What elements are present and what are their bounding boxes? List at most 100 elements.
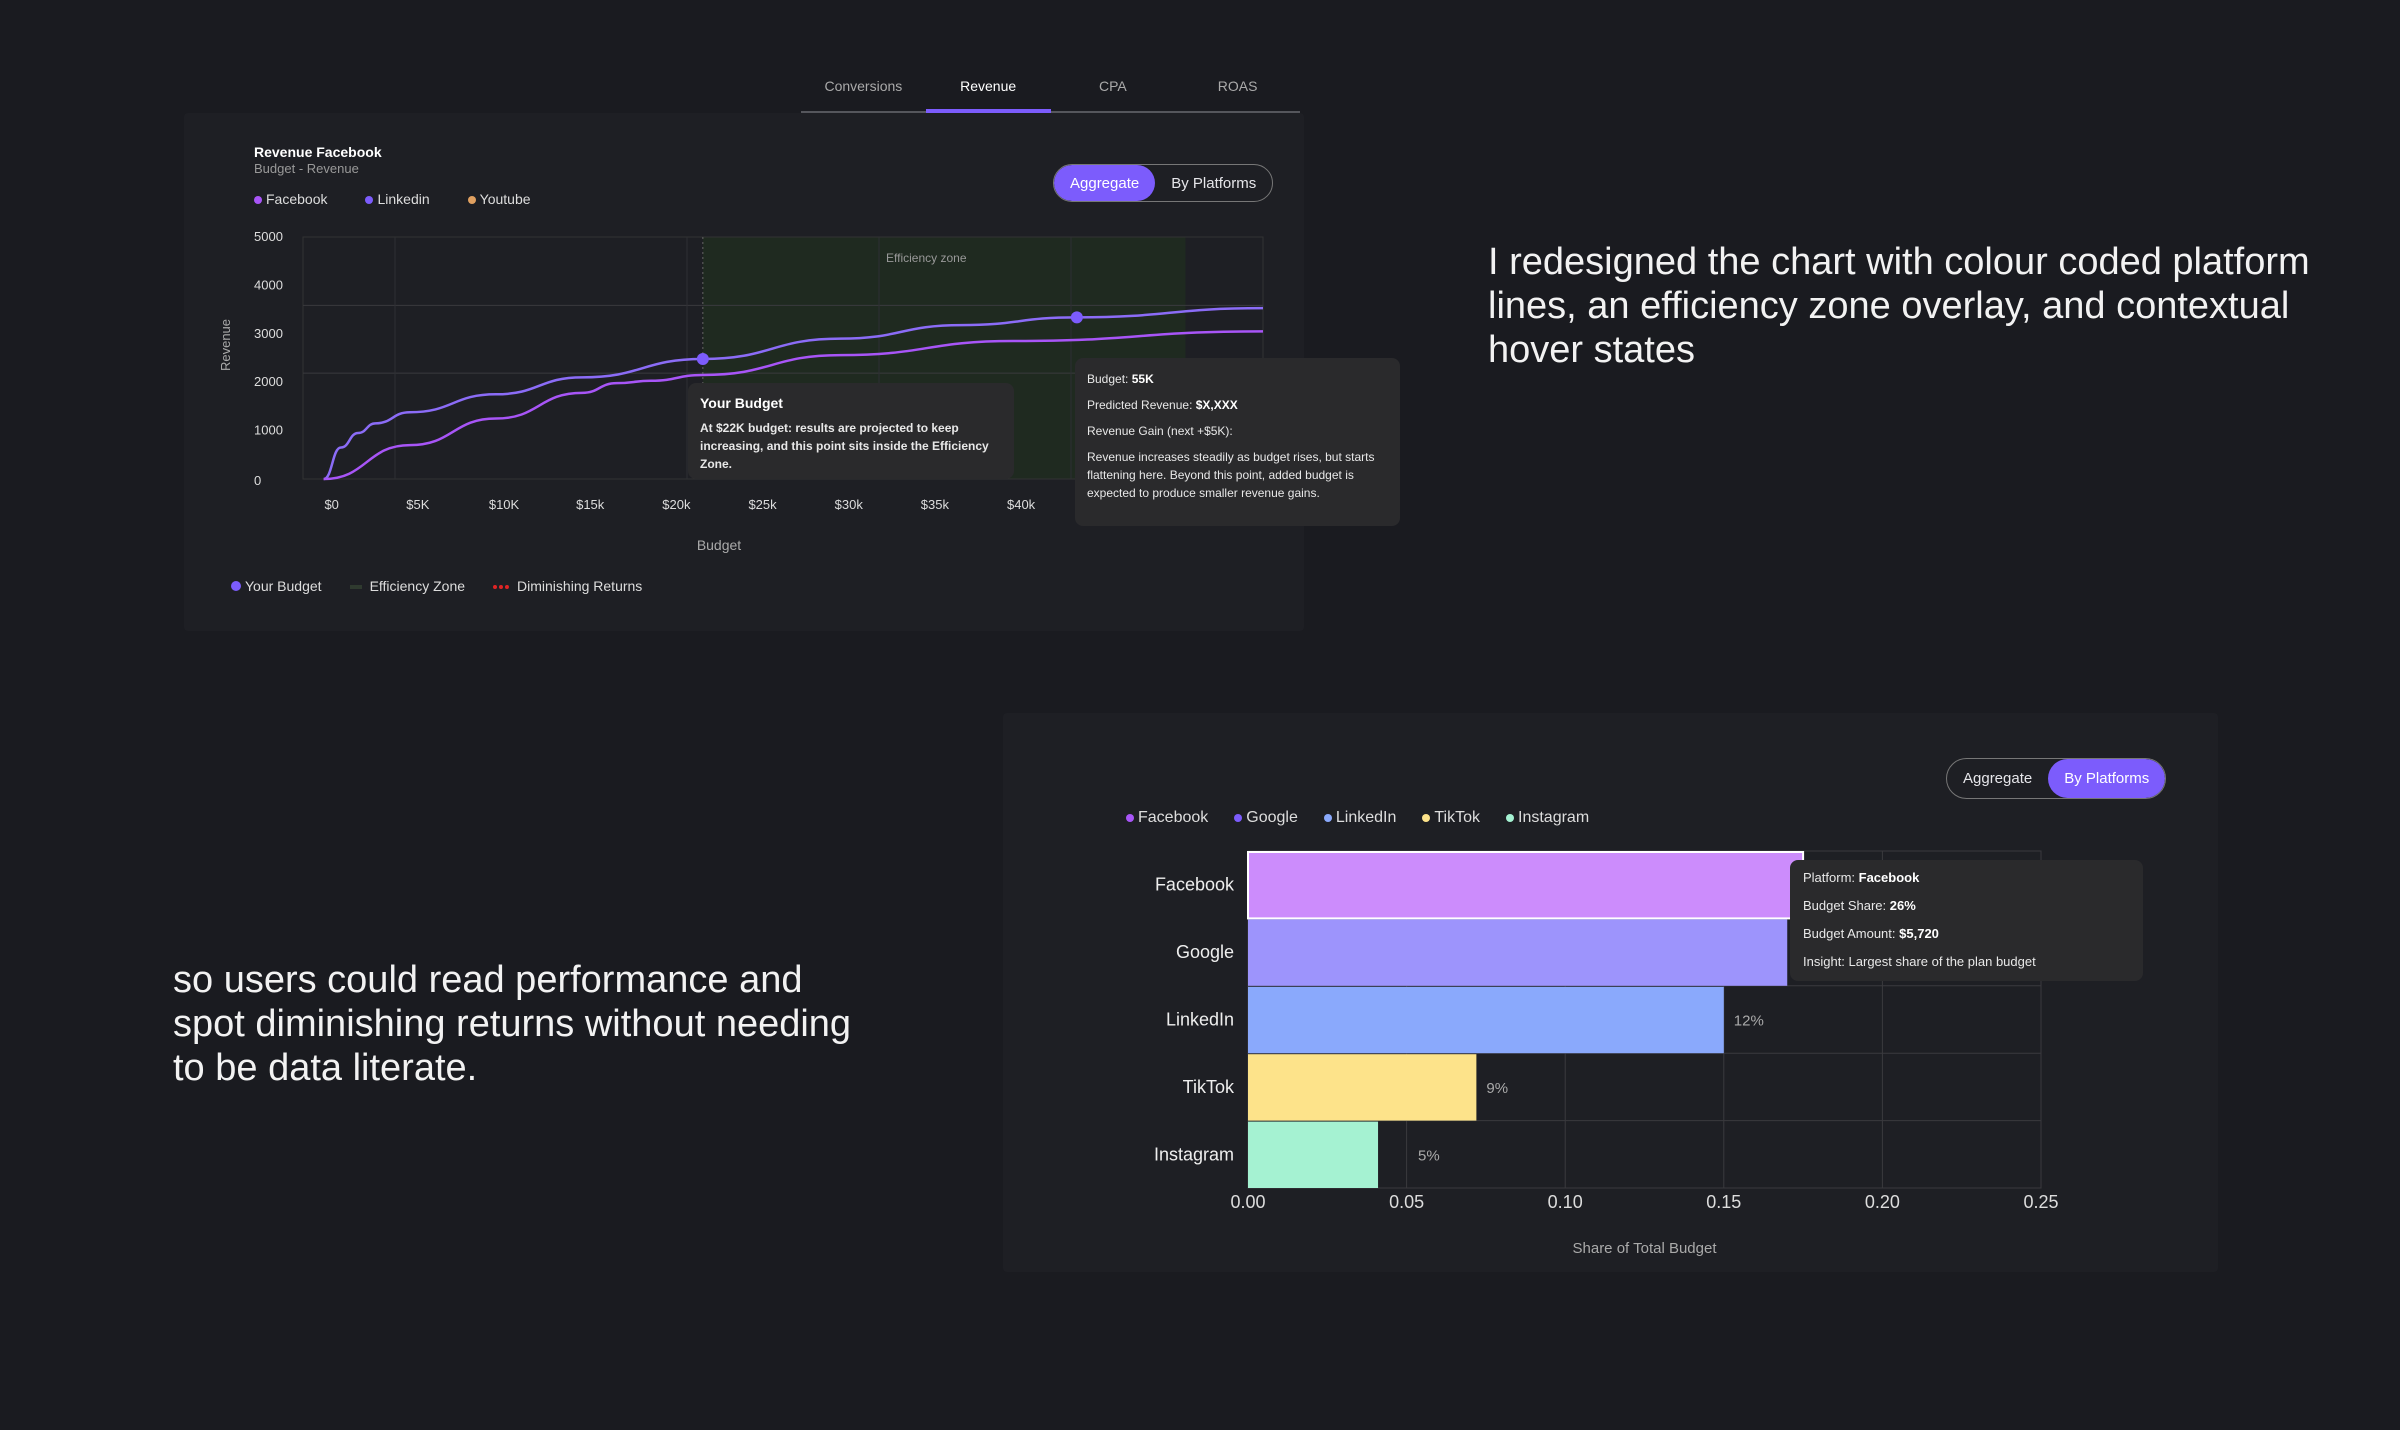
bar-value-label: 9%	[1486, 1080, 1508, 1097]
metric-tabs: Conversions Revenue CPA ROAS	[801, 66, 1300, 113]
tab-roas[interactable]: ROAS	[1217, 78, 1258, 94]
aggregate-button[interactable]: Aggregate	[1054, 165, 1156, 201]
hover-tooltip: Budget: 55K Predicted Revenue: $X,XXX Re…	[1075, 358, 1400, 526]
label: Budget Amount:	[1803, 926, 1896, 941]
y-tick-label: 4000	[254, 277, 283, 292]
legend-label: Youtube	[479, 191, 531, 207]
legend-youtube[interactable]: Youtube	[467, 191, 531, 207]
y-tick-label: 1000	[254, 423, 283, 438]
x-tick-label: $15k	[576, 497, 605, 512]
budget-share-bar-chart: 0.00 0.05 0.10 0.15 0.20 0.25 Facebook Google Li…	[1154, 850, 2059, 1257]
legend-linkedin[interactable]: LinkedIn	[1323, 809, 1397, 827]
your-budget-tooltip: Your Budget At $22K budget: results are …	[688, 383, 1014, 479]
tooltip-share: Budget Share: 26%	[1803, 892, 2130, 920]
legend-label: Instagram	[1518, 809, 1590, 826]
legend-efficiency-zone: Efficiency Zone	[349, 578, 466, 594]
legend-facebook[interactable]: Facebook	[1126, 809, 1208, 827]
legend-label: TikTok	[1434, 809, 1480, 826]
y-tick-label: 0	[254, 473, 261, 488]
bar-value-label: 12%	[1734, 1013, 1764, 1030]
tab-cpa[interactable]: CPA	[1099, 78, 1127, 94]
bar-legend: Facebook Google LinkedIn TikTok Instagram	[1126, 809, 1589, 827]
legend-tiktok[interactable]: TikTok	[1422, 809, 1480, 827]
category-label: Facebook	[1155, 875, 1235, 895]
legend-label: Efficiency Zone	[369, 578, 466, 594]
view-toggle: Aggregate By Platforms	[1946, 758, 2167, 799]
value: 55K	[1131, 372, 1154, 386]
tooltip-predicted: Predicted Revenue: $X,XXX	[1087, 396, 1388, 414]
zone-swatch-icon	[349, 585, 362, 590]
by-platforms-button[interactable]: By Platforms	[1171, 174, 1257, 192]
data-point-marker	[1070, 311, 1083, 324]
legend-facebook[interactable]: Facebook	[254, 191, 327, 207]
dot-icon	[467, 196, 476, 204]
legend-linkedin[interactable]: Linkedin	[365, 191, 430, 207]
series-line-facebook	[323, 306, 1264, 481]
label: Budget:	[1087, 372, 1129, 386]
legend-label: Linkedin	[377, 191, 430, 207]
tooltip-budget: Budget: 55K	[1087, 370, 1388, 388]
x-tick-label: $35k	[921, 497, 950, 512]
chart-title: Revenue Facebook	[254, 144, 382, 160]
chart-subtitle: Budget - Revenue	[254, 161, 359, 176]
y-tick-label: 3000	[254, 326, 283, 341]
tab-revenue[interactable]: Revenue	[925, 66, 1051, 113]
tooltip-title: Your Budget	[700, 395, 783, 411]
x-tick-label: $30k	[835, 497, 864, 512]
status-legend: Your Budget Efficiency Zone Diminishing …	[231, 578, 642, 594]
legend-label: Diminishing Returns	[517, 578, 643, 594]
tab-conversions[interactable]: Conversions	[824, 78, 903, 94]
legend-label: LinkedIn	[1335, 809, 1397, 826]
legend-label: Google	[1246, 809, 1298, 826]
dot-icon	[1234, 814, 1243, 822]
series-line-linkedin	[323, 330, 1264, 481]
bar-linkedin	[1248, 986, 1724, 1054]
description-right: I redesigned the chart with colour coded…	[1488, 241, 2310, 371]
bar-tooltip: Platform: Facebook Budget Share: 26% Bud…	[1790, 860, 2143, 981]
x-tick-label: 0.15	[1706, 1192, 1741, 1212]
description-left: so users could read performance and spot…	[173, 959, 852, 1089]
x-tick-label: $40k	[1007, 497, 1036, 512]
legend-label: Your Budget	[245, 578, 322, 594]
legend-label: Facebook	[266, 191, 328, 207]
x-tick-label: 0.25	[2023, 1192, 2058, 1212]
tooltip-text: At $22K budget: results are projected to…	[700, 421, 989, 471]
bar-google	[1248, 919, 1788, 986]
category-label: TikTok	[1183, 1077, 1235, 1097]
tooltip-text: Revenue increases steadily as budget ris…	[1087, 450, 1375, 500]
legend-google[interactable]: Google	[1234, 809, 1298, 827]
category-label: Google	[1176, 942, 1234, 962]
dot-icon	[231, 581, 241, 591]
bar-instagram	[1248, 1121, 1379, 1188]
view-toggle: Aggregate By Platforms	[1053, 164, 1274, 202]
legend-diminishing-returns: Diminishing Returns	[493, 578, 642, 594]
label: Platform:	[1803, 870, 1856, 885]
dot-icon	[1323, 814, 1332, 822]
value: $X,XXX	[1195, 398, 1238, 412]
x-axis-label: Share of Total Budget	[1573, 1240, 1718, 1257]
value: 26%	[1889, 898, 1916, 913]
value: $5,720	[1899, 926, 1939, 941]
tooltip-gain: Revenue Gain (next +$5K):	[1087, 424, 1233, 438]
value: Facebook	[1858, 870, 1920, 885]
x-tick-label: $5K	[406, 497, 429, 512]
label: Budget Share:	[1803, 898, 1887, 913]
x-tick-label: $20k	[662, 497, 691, 512]
bar-tiktok	[1248, 1054, 1477, 1121]
tooltip-insight: Insight: Largest share of the plan budge…	[1803, 954, 2036, 969]
legend-your-budget: Your Budget	[231, 578, 322, 594]
dot-icon	[1506, 814, 1514, 822]
dot-icon	[365, 196, 374, 204]
category-label: Instagram	[1154, 1144, 1234, 1164]
by-platforms-button[interactable]: By Platforms	[2048, 759, 2166, 798]
zone-label: Efficiency zone	[886, 251, 967, 265]
legend-label: Facebook	[1138, 809, 1209, 826]
dot-icon	[1422, 814, 1431, 822]
dot-icon	[1126, 814, 1134, 822]
tooltip-amount: Budget Amount: $5,720	[1803, 920, 2130, 948]
x-tick-label: 0.00	[1230, 1192, 1265, 1212]
x-tick-label: $0	[324, 497, 338, 512]
aggregate-button[interactable]: Aggregate	[1963, 770, 2033, 787]
y-tick-label: 2000	[254, 374, 283, 389]
legend-instagram[interactable]: Instagram	[1506, 809, 1589, 827]
